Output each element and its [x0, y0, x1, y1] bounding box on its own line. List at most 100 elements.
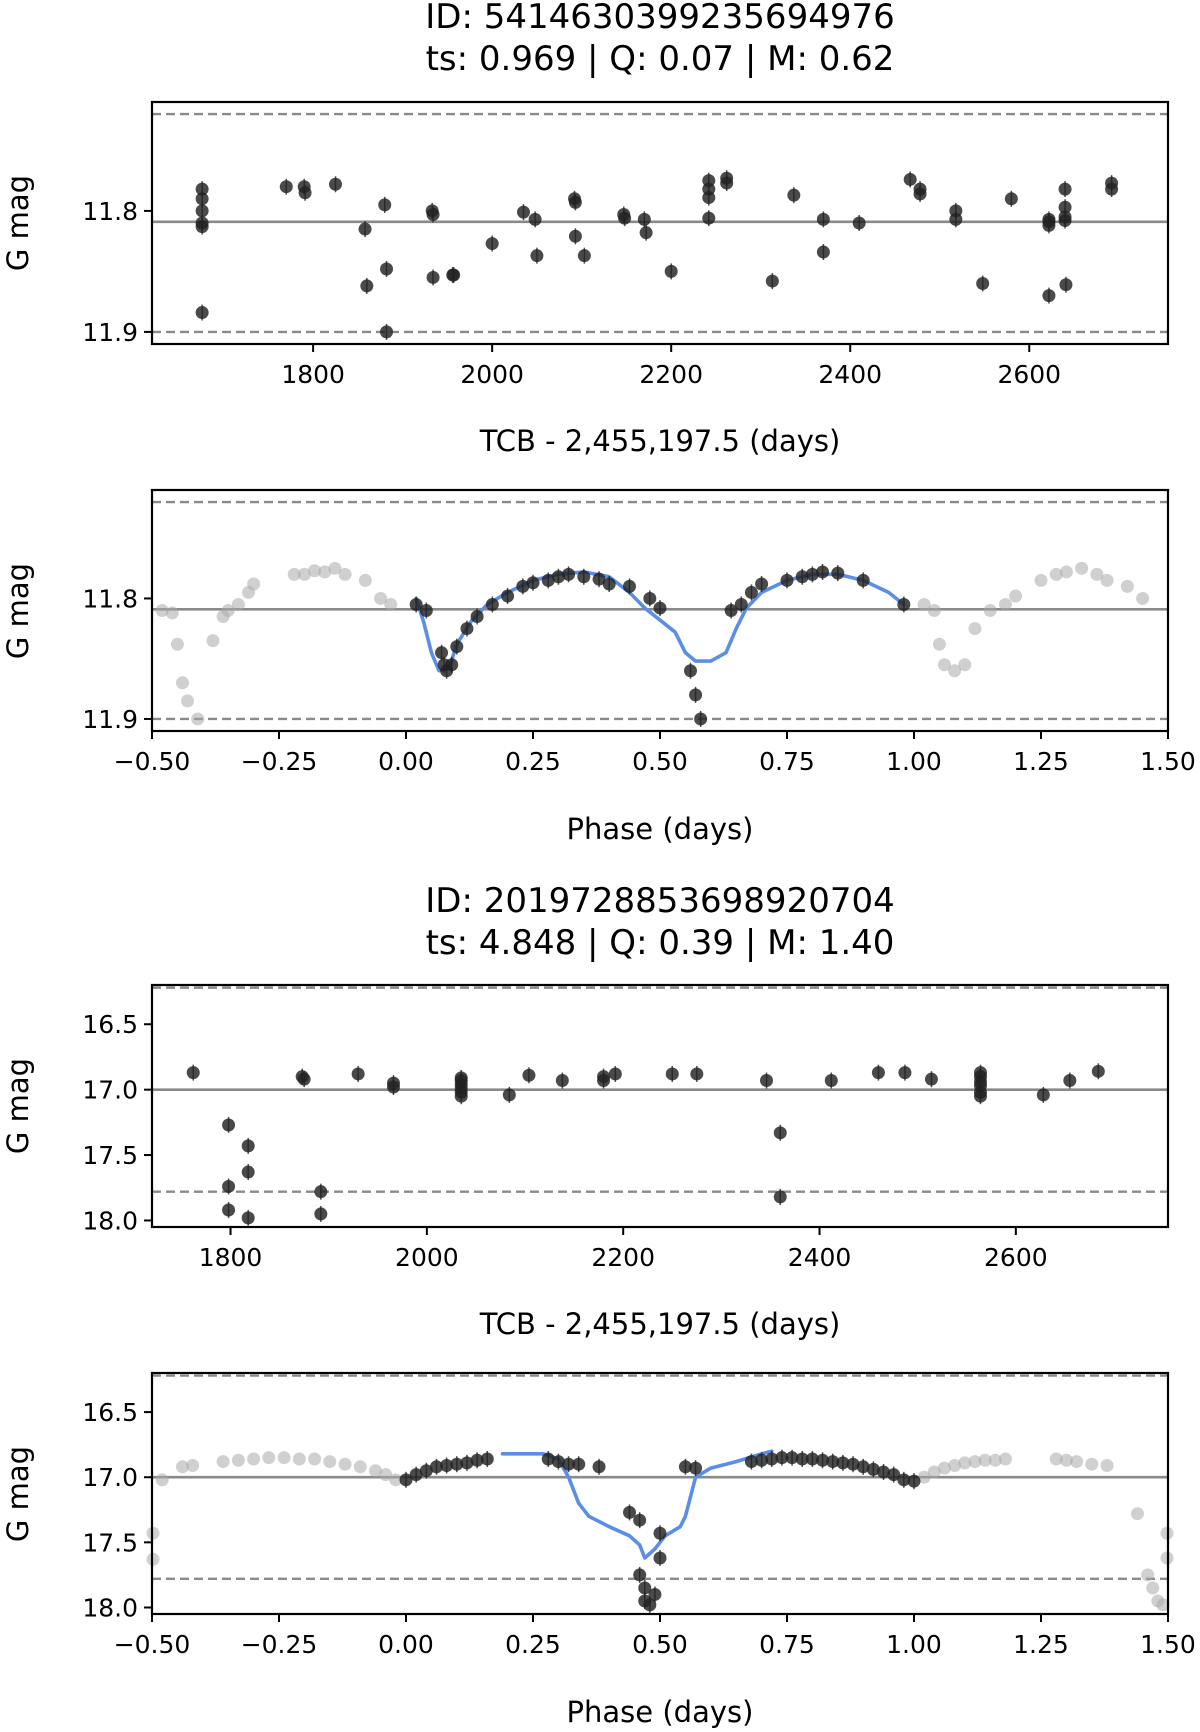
x-tick-label: 1.25: [1013, 1630, 1069, 1659]
data-point: [897, 597, 911, 611]
data-point: [760, 1073, 774, 1087]
ghost-data-point: [292, 1452, 306, 1466]
data-point: [638, 1581, 652, 1595]
data-point: [480, 1452, 494, 1466]
data-point: [329, 177, 343, 191]
x-axis-label: TCB - 2,455,197.5 (days): [479, 1307, 841, 1341]
data-point: [360, 279, 374, 293]
ghost-data-point: [1049, 567, 1063, 581]
x-tick-label: 1800: [281, 360, 345, 389]
data-point: [785, 1451, 799, 1465]
panel-1-phase-folded: −0.50 −0.25 0.00 0.25 0.50 0.75 1.00 1.25 1.50 1…: [1, 488, 1196, 846]
data-point: [734, 597, 748, 611]
data-point: [787, 188, 801, 202]
ghost-data-point: [978, 1453, 992, 1467]
y-tick-label: 17.0: [82, 1076, 138, 1105]
data-point: [664, 264, 678, 278]
data-point: [856, 1460, 870, 1474]
data-point: [460, 1456, 474, 1470]
plot-area-frame: [150, 100, 1170, 346]
data-point: [297, 1072, 311, 1086]
ghost-data-point: [186, 1458, 200, 1472]
ghost-data-point: [937, 1461, 951, 1475]
data-point: [568, 195, 582, 209]
data-point: [678, 1460, 692, 1474]
data-point: [633, 1568, 647, 1582]
data-point: [887, 1468, 901, 1482]
ghost-data-point: [191, 712, 205, 726]
data-point: [222, 1203, 236, 1217]
data-point: [450, 1457, 464, 1471]
ghost-data-point: [983, 604, 997, 617]
ghost-data-point: [308, 564, 322, 578]
ghost-data-point: [277, 1451, 291, 1465]
data-point: [976, 277, 990, 290]
data-point: [765, 274, 779, 288]
ghost-data-point: [287, 567, 301, 581]
x-tick-label: 0.00: [378, 1630, 434, 1659]
data-point: [1042, 289, 1056, 303]
data-point: [903, 172, 917, 186]
x-tick-label: 2600: [997, 360, 1061, 389]
data-point: [1058, 214, 1072, 228]
model-curve: [414, 570, 906, 673]
x-tick-label: 1.50: [1140, 1630, 1196, 1659]
ghost-data-point: [231, 1453, 245, 1467]
data-point: [775, 1451, 789, 1465]
data-point: [577, 249, 591, 263]
ghost-data-point: [988, 1453, 1002, 1467]
data-point: [222, 1179, 236, 1193]
data-point: [551, 570, 565, 584]
x-tick-label: 0.25: [505, 747, 561, 776]
ghost-data-point: [1141, 1568, 1155, 1582]
data-point: [898, 1066, 912, 1080]
x-axis-label: Phase (days): [567, 1695, 754, 1729]
x-tick-label: 0.50: [632, 747, 688, 776]
data-point: [592, 1460, 606, 1474]
ghost-data-point: [917, 1470, 931, 1484]
panel-1-time-series: 1800 2000 2200 2400 2600 11.8 11.9 TCB - 2,45…: [1, 100, 1170, 458]
data-point: [744, 585, 758, 599]
data-point: [241, 1211, 255, 1225]
data-point: [386, 1080, 400, 1094]
data-point: [780, 573, 794, 587]
data-point: [577, 570, 591, 584]
x-tick-label: −0.25: [241, 1630, 318, 1659]
data-point: [568, 229, 582, 243]
data-point: [195, 182, 209, 196]
y-axis-label: G mag: [1, 175, 35, 271]
data-point: [924, 1072, 938, 1086]
ghost-data-point: [247, 1452, 261, 1466]
data-point: [450, 640, 464, 654]
data-point: [445, 658, 459, 672]
data-point: [530, 249, 544, 263]
data-point: [1059, 278, 1073, 292]
ghost-data-point: [948, 664, 962, 678]
y-tick-label: 17.5: [82, 1141, 138, 1170]
data-point: [602, 577, 616, 591]
data-point: [419, 604, 433, 617]
ghost-data-point: [206, 634, 220, 648]
ghost-data-point: [181, 694, 195, 708]
data-point: [846, 1457, 860, 1471]
ghost-data-point: [297, 567, 311, 581]
ghost-data-point: [262, 1451, 276, 1465]
ghost-data-point: [247, 577, 261, 591]
data-point: [409, 1468, 423, 1482]
data-point: [460, 622, 474, 636]
x-tick-label: 2600: [984, 1243, 1048, 1272]
data-point: [1063, 1073, 1077, 1087]
ghost-data-point: [1120, 579, 1134, 593]
data-point: [1058, 182, 1072, 196]
y-axis-label: G mag: [1, 563, 35, 659]
x-axis-label: Phase (days): [567, 812, 754, 846]
chart-2-subtitle: ts: 4.848 | Q: 0.39 | M: 1.40: [426, 923, 895, 963]
data-point: [551, 1455, 565, 1469]
data-point: [633, 1513, 647, 1527]
data-point: [974, 1089, 988, 1103]
y-axis-label: G mag: [1, 1058, 35, 1154]
data-point: [516, 205, 530, 219]
data-point: [689, 1461, 703, 1475]
data-point: [380, 262, 394, 276]
x-tick-label: 1.25: [1013, 747, 1069, 776]
